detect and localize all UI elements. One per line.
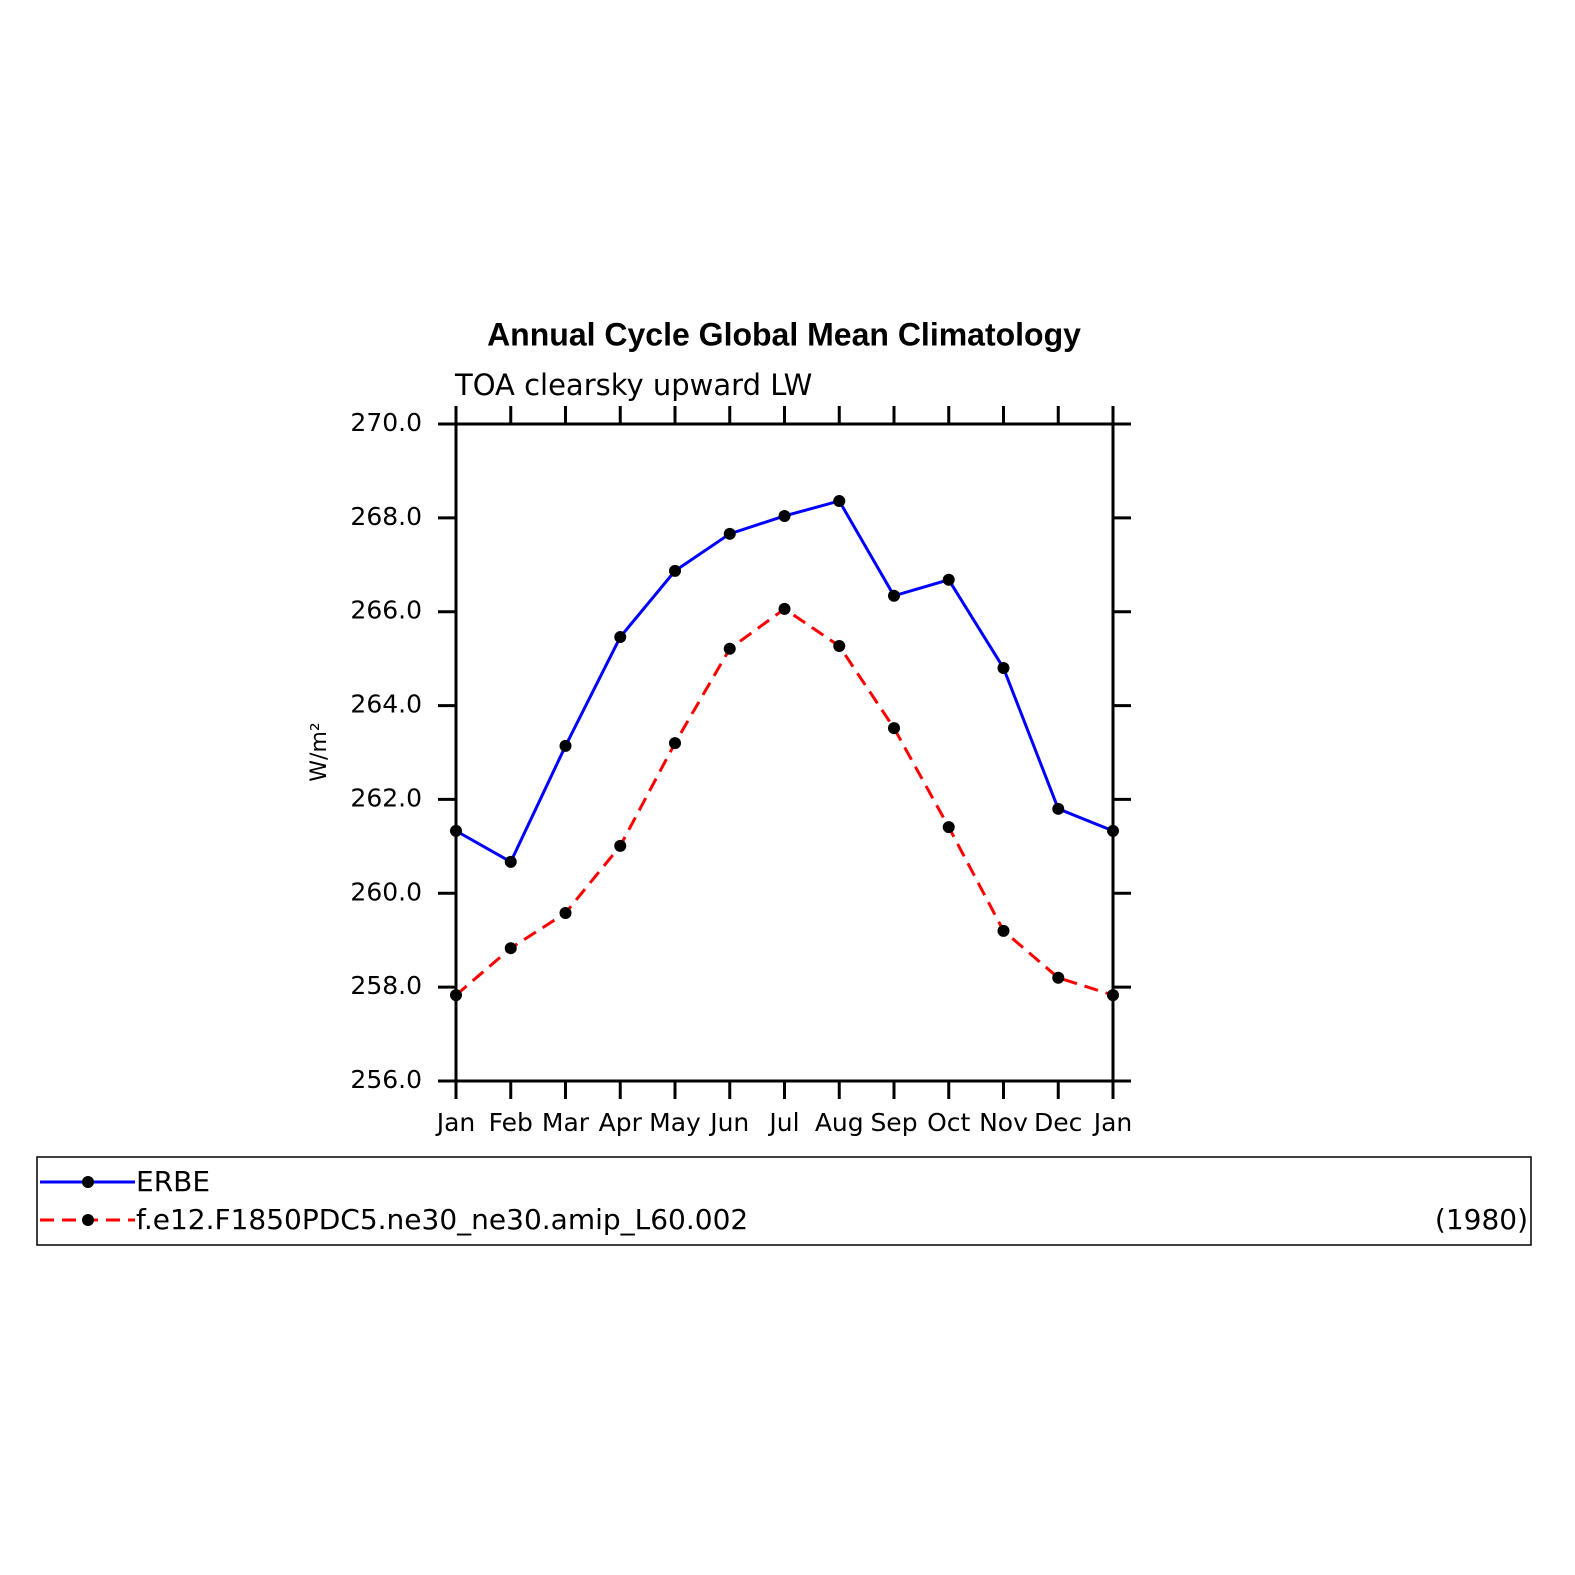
data-point [504,942,517,955]
data-point [1052,971,1065,984]
chart-subtitle: TOA clearsky upward LW [454,368,812,402]
x-tick-label: Oct [927,1108,970,1137]
data-point [942,573,955,586]
data-point [450,824,462,837]
x-tick-label: Nov [979,1108,1028,1137]
data-point [888,589,900,602]
data-point [942,821,955,834]
data-point [997,924,1010,937]
data-point [833,639,846,652]
y-axis-label: W/m² [307,722,332,781]
y-tick-label: 264.0 [350,690,422,719]
legend-annotation: (1980) [1435,1203,1528,1236]
data-point [614,631,627,644]
data-point [723,642,736,655]
data-point [723,527,736,540]
x-tick-label: Dec [1034,1108,1082,1137]
legend-box [36,1156,1532,1246]
legend-marker [82,1214,94,1226]
y-tick-label: 266.0 [350,596,422,625]
data-point [669,564,681,577]
data-point [997,662,1010,675]
series-line [455,607,1114,997]
y-tick-label: 260.0 [350,877,422,906]
data-point [888,722,900,735]
chart-title: Annual Cycle Global Mean Climatology [487,316,1081,352]
data-point [450,989,462,1002]
data-point [669,737,681,750]
data-point [1107,824,1119,837]
x-tick-label: Jul [767,1108,799,1137]
x-tick-label: Aug [815,1108,864,1137]
data-point [778,509,791,522]
data-point [614,839,627,852]
plot-frame [454,422,1115,1083]
x-tick-label: Mar [542,1108,590,1137]
y-tick-label: 268.0 [350,502,422,531]
data-point [778,602,791,615]
data-point [1107,989,1119,1002]
y-tick-label: 270.0 [350,408,422,437]
y-tick-label: 258.0 [350,971,422,1000]
data-point [1052,802,1065,815]
legend-marker [82,1176,94,1188]
x-tick-label: Feb [489,1108,533,1137]
x-tick-label: Apr [599,1108,643,1137]
x-tick-label: Jan [435,1108,476,1137]
data-point [559,906,572,919]
data-point [504,855,517,868]
y-tick-label: 262.0 [350,783,422,812]
x-tick-label: May [649,1108,701,1137]
x-tick-label: Jun [708,1108,749,1137]
legend-label: f.e12.F1850PDC5.ne30_ne30.amip_L60.002 [136,1203,748,1236]
series-line [455,499,1114,864]
data-point [833,494,846,507]
legend-label: ERBE [136,1165,210,1198]
x-tick-label: Jan [1092,1108,1133,1137]
y-tick-label: 256.0 [350,1065,422,1094]
data-point [559,739,572,752]
x-tick-label: Sep [870,1108,917,1137]
